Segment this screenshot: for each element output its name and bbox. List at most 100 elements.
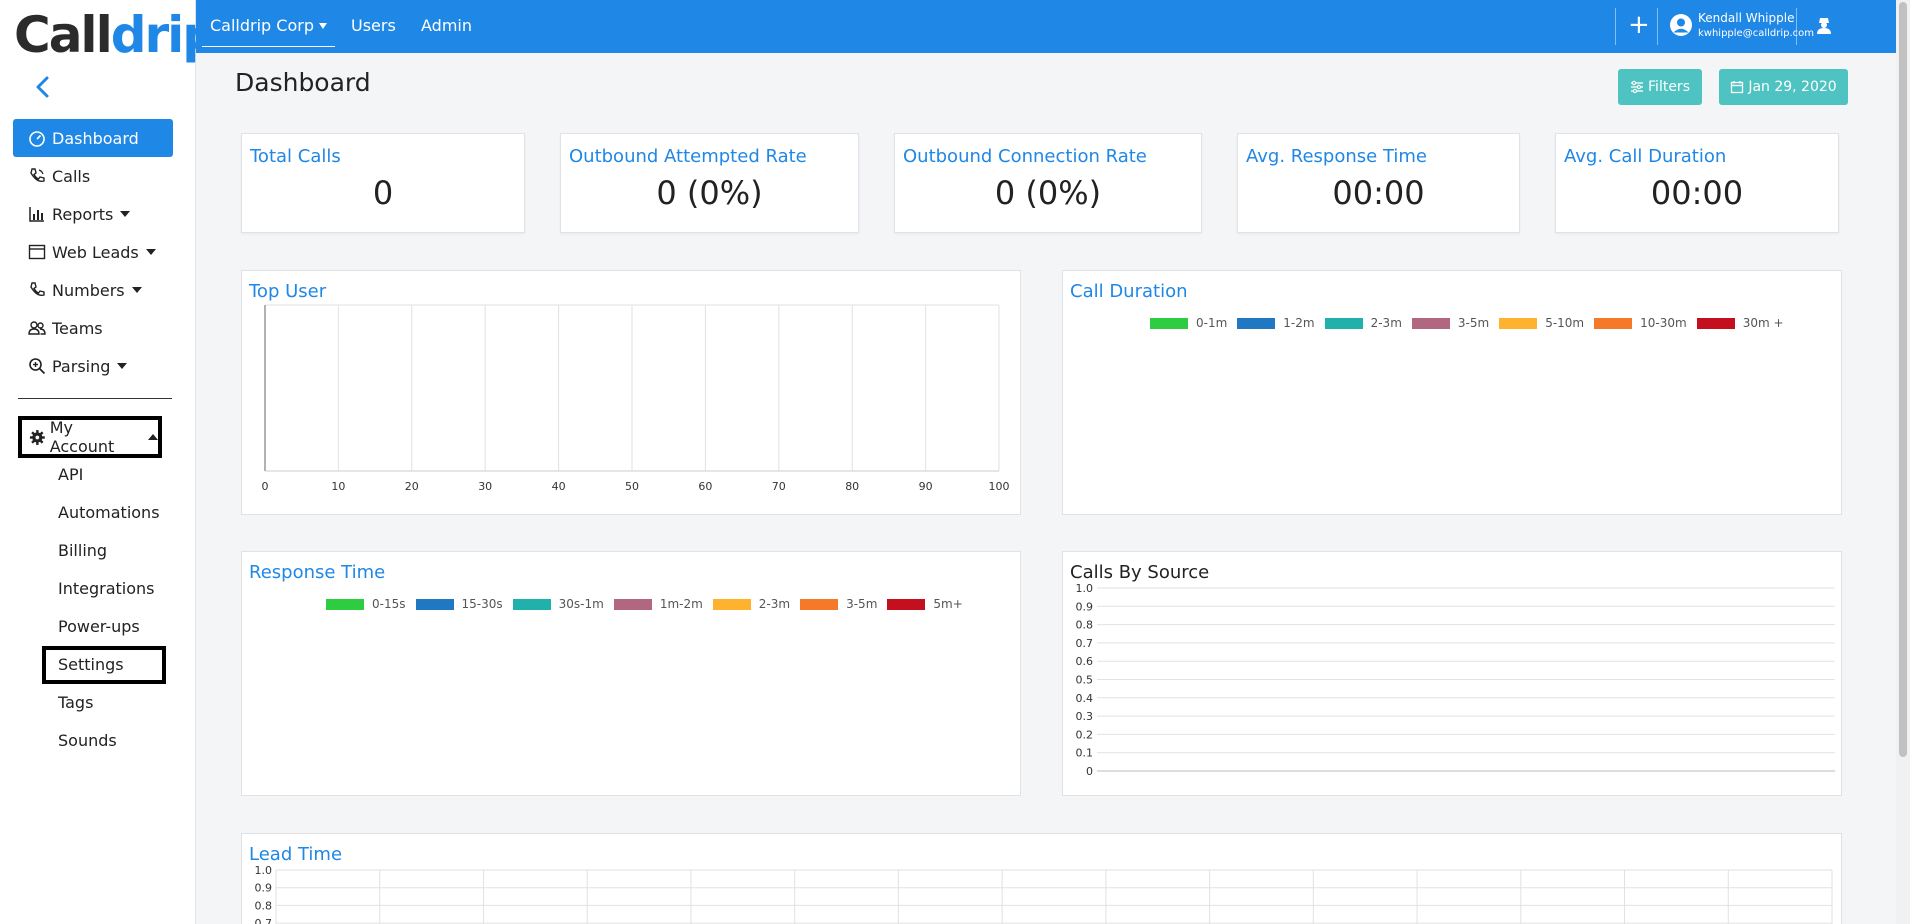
x-tick-label: 40 — [552, 480, 566, 493]
legend-swatch — [712, 598, 751, 610]
company-selector[interactable]: Calldrip Corp — [202, 10, 335, 47]
x-tick-label: 0 — [262, 480, 269, 493]
stat-label: Outbound Connection Rate — [903, 146, 1147, 167]
x-tick-label: 60 — [698, 480, 712, 493]
sidebar-divider — [18, 398, 172, 399]
legend-item[interactable]: 5-10m — [1499, 316, 1584, 330]
legend-item[interactable]: 3-5m — [1411, 316, 1490, 330]
settings-highlight-box — [42, 646, 166, 684]
legend-item[interactable]: 3-5m — [800, 597, 877, 611]
stat-card-avg-response-time: Avg. Response Time 00:00 — [1237, 133, 1520, 233]
legend-swatch — [1594, 317, 1633, 329]
legend-item[interactable]: 1-2m — [1237, 316, 1315, 330]
agent-user-icon[interactable] — [1814, 15, 1834, 35]
account-subnav: API Automations Billing Integrations Pow… — [58, 455, 160, 759]
sidebar-item-my-account[interactable]: My Account — [18, 416, 162, 458]
sidebar-item-label: Teams — [52, 318, 103, 338]
sidebar-item-dashboard[interactable]: Dashboard — [13, 119, 173, 157]
y-tick-label: 0.5 — [1076, 674, 1094, 687]
nav-link-admin[interactable]: Admin — [421, 16, 472, 35]
subnav-item-tags[interactable]: Tags — [58, 692, 94, 712]
y-tick-label: 0.9 — [255, 882, 273, 895]
x-tick-label: 10 — [331, 480, 345, 493]
sidebar-item-teams[interactable]: Teams — [13, 309, 173, 347]
user-avatar-icon[interactable] — [1669, 13, 1693, 37]
calldrip-logo[interactable]: Calldrip — [14, 6, 218, 64]
response-time-legend: 0-15s 15-30s 30s-1m 1m-2m 2-3m 3-5m 5m+ — [326, 597, 973, 611]
legend-item[interactable]: 30m + — [1696, 316, 1784, 330]
sidebar-item-reports[interactable]: Reports — [13, 195, 173, 233]
filters-button[interactable]: Filters — [1618, 69, 1702, 105]
x-tick-label: 30 — [478, 480, 492, 493]
sidebar-item-parsing[interactable]: Parsing — [13, 347, 173, 385]
stat-card-total-calls: Total Calls 0 — [241, 133, 525, 233]
legend-swatch — [1237, 317, 1276, 329]
y-tick-label: 0.6 — [1076, 655, 1094, 668]
subnav-item-automations[interactable]: Automations — [58, 502, 160, 522]
legend-item[interactable]: 10-30m — [1594, 316, 1687, 330]
navbar-separator — [1796, 8, 1797, 45]
sidebar-item-label: Parsing — [52, 356, 111, 376]
legend-item[interactable]: 1m-2m — [613, 597, 703, 611]
x-tick-label: 80 — [845, 480, 859, 493]
legend-label: 30s-1m — [558, 597, 604, 611]
calendar-icon — [1731, 81, 1744, 94]
panel-title: Top User — [249, 281, 327, 302]
sidebar-item-numbers[interactable]: Numbers — [13, 271, 173, 309]
y-tick-label: 1.0 — [255, 864, 273, 877]
subnav-item-billing[interactable]: Billing — [58, 540, 108, 560]
y-tick-label: 0.3 — [1076, 710, 1094, 723]
subnav-item-settings[interactable]: Settings — [58, 654, 124, 674]
stat-value: 00:00 — [1332, 174, 1425, 212]
subnav-item-api[interactable]: API — [58, 464, 84, 484]
legend-item[interactable]: 2-3m — [712, 597, 790, 611]
legend-item[interactable]: 2-3m — [1324, 316, 1402, 330]
nav-link-users[interactable]: Users — [351, 16, 396, 35]
sidebar-item-web-leads[interactable]: Web Leads — [13, 233, 173, 271]
add-plus-icon[interactable]: + — [1628, 10, 1650, 40]
date-picker-button[interactable]: Jan 29, 2020 — [1719, 69, 1848, 105]
stat-label: Avg. Response Time — [1246, 146, 1428, 167]
legend-item[interactable]: 0-15s — [326, 597, 406, 611]
legend-item[interactable]: 0-1m — [1150, 316, 1227, 330]
stat-card-outbound-attempted-rate: Outbound Attempted Rate 0 (0%) — [560, 133, 859, 233]
speedometer-icon — [29, 131, 45, 147]
x-tick-label: 20 — [405, 480, 419, 493]
chevron-down-icon — [131, 287, 142, 293]
page-scrollbar[interactable] — [1896, 0, 1910, 924]
legend-swatch — [1696, 317, 1735, 329]
legend-swatch — [800, 598, 839, 610]
y-tick-label: 0 — [1086, 765, 1093, 778]
legend-item[interactable]: 5m+ — [887, 597, 963, 611]
legend-item[interactable]: 30s-1m — [512, 597, 604, 611]
lead-time-chart: 1.0 0.9 0.8 0.7 — [255, 864, 1833, 924]
user-name[interactable]: Kendall Whipple — [1698, 11, 1795, 25]
sidebar-item-calls[interactable]: Calls — [13, 157, 173, 195]
legend-label: 0-1m — [1196, 316, 1228, 330]
subnav-item-integrations[interactable]: Integrations — [58, 578, 155, 598]
stat-value: 0 (0%) — [656, 174, 763, 212]
phone-handset-icon — [30, 282, 45, 297]
legend-swatch — [1499, 317, 1538, 329]
subnav-item-power-ups[interactable]: Power-ups — [58, 616, 140, 636]
x-tick-label: 100 — [989, 480, 1010, 493]
sidebar-item-label: My Account — [49, 418, 115, 456]
collapse-sidebar-chevron-icon[interactable] — [32, 76, 54, 98]
scrollbar-thumb[interactable] — [1899, 2, 1907, 757]
legend-label: 30m + — [1742, 316, 1784, 330]
sliders-icon — [1631, 80, 1644, 94]
y-tick-label: 1.0 — [1076, 582, 1094, 595]
legend-label: 3-5m — [1457, 316, 1490, 330]
user-email[interactable]: kwhipple@calldrip.com — [1698, 28, 1815, 39]
subnav-item-sounds[interactable]: Sounds — [58, 730, 117, 750]
page-title: Dashboard — [235, 68, 371, 97]
legend-swatch — [512, 598, 551, 610]
panel-response-time: Response Time 0-15s 15-30s 30s-1m 1m-2m 2-3m… — [241, 551, 1021, 796]
legend-swatch — [887, 598, 926, 610]
gear-icon — [29, 429, 45, 445]
stat-value: 0 — [372, 174, 394, 212]
chevron-down-icon — [120, 211, 131, 217]
panel-call-duration: Call Duration 0-1m 1-2m 2-3m 3-5m 5-10m 10-30… — [1062, 270, 1842, 515]
legend-item[interactable]: 15-30s — [415, 597, 503, 611]
navbar-separator — [1657, 8, 1658, 45]
